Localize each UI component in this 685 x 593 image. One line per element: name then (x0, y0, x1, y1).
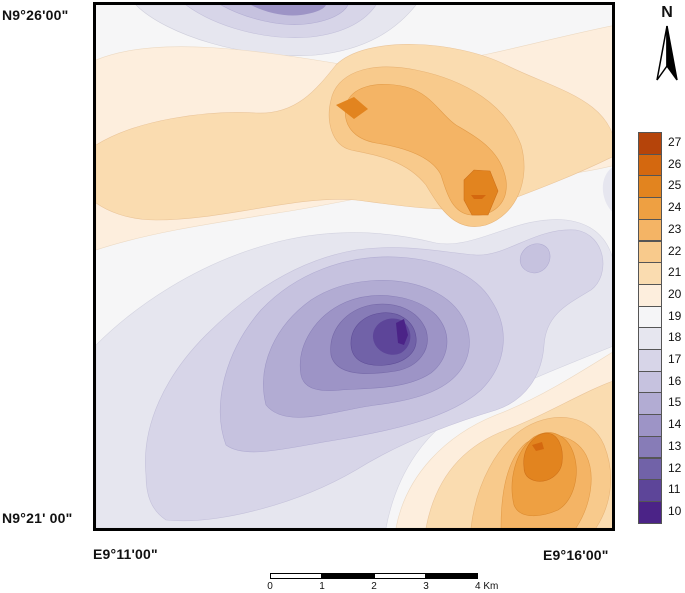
scale-label: 2 (371, 581, 377, 592)
contour-blob-16 (519, 243, 551, 274)
legend-item: 24 (638, 197, 685, 220)
legend-label: 25 (668, 178, 682, 193)
legend-item: 10 (638, 500, 685, 524)
contour-peak-a-24 (336, 97, 368, 119)
legend-swatch (638, 479, 662, 502)
legend-swatch (638, 414, 662, 437)
legend-swatch (638, 457, 662, 481)
legend-item: 23 (638, 218, 685, 242)
contour-lr-26 (532, 442, 544, 451)
legend-swatch (638, 500, 662, 524)
scale-segment (270, 573, 322, 579)
legend-swatch (638, 262, 662, 285)
lon-label-right: E9°16'00" (543, 547, 609, 563)
scale-label: 1 (319, 581, 325, 592)
lat-label-bottom: N9°21' 00" (2, 510, 73, 526)
legend-item: 21 (638, 262, 685, 285)
legend-swatch (638, 435, 662, 459)
scale-label: 4 Km (475, 581, 499, 592)
legend-item: 13 (638, 435, 685, 459)
contour-right-edge-18 (602, 167, 612, 212)
legend-swatch (638, 218, 662, 242)
legend-item: 19 (638, 305, 685, 329)
legend-label: 22 (668, 243, 682, 258)
legend-label: 19 (668, 308, 682, 323)
contour-map (93, 2, 615, 531)
scale-label: 3 (423, 581, 429, 592)
contour-peak-b-24 (463, 169, 499, 216)
legend-label: 26 (668, 156, 682, 171)
north-arrow-icon (656, 25, 678, 81)
contour-peak-b-25 (471, 195, 486, 199)
legend-label: 27 (668, 135, 682, 149)
contour-top-lobe-15 (251, 5, 326, 16)
legend-label: 20 (668, 286, 682, 301)
scale-segment (426, 573, 478, 579)
legend-label: 10 (668, 503, 682, 518)
legend-item: 12 (638, 457, 685, 481)
scale-segment (322, 573, 374, 579)
legend-item: 25 (638, 175, 685, 199)
legend-swatch (638, 392, 662, 416)
legend-item: 20 (638, 283, 685, 307)
scale-bar: 0 1 2 3 4 Km (267, 573, 528, 593)
scale-segment (374, 573, 426, 579)
contour-low-11 (396, 319, 408, 345)
contour-map-svg (96, 5, 612, 528)
legend-swatch (638, 175, 662, 199)
legend-label: 23 (668, 221, 682, 236)
legend-label: 11 (668, 482, 681, 497)
north-letter: N (661, 4, 673, 21)
legend-label: 18 (668, 330, 682, 345)
legend-swatch (638, 153, 662, 177)
legend-label: 13 (668, 438, 682, 453)
legend-item: 27 (638, 132, 685, 155)
legend-swatch (638, 370, 662, 394)
legend-label: 17 (668, 352, 682, 366)
legend-swatch (638, 240, 662, 264)
legend-label: 15 (668, 395, 682, 410)
legend-item: 18 (638, 327, 685, 350)
north-arrow: N (652, 4, 682, 84)
legend-item: 15 (638, 392, 685, 416)
legend-item: 22 (638, 240, 685, 264)
legend-label: 21 (668, 265, 682, 280)
legend-label: 14 (668, 417, 682, 432)
legend-item: 14 (638, 414, 685, 437)
legend-label: 24 (668, 200, 682, 215)
legend-label: 12 (668, 460, 682, 475)
legend-swatch (638, 283, 662, 307)
legend-item: 11 (638, 479, 685, 502)
lon-label-left: E9°11'00" (93, 546, 158, 562)
legend-item: 17 (638, 349, 685, 372)
legend-item: 16 (638, 370, 685, 394)
legend-swatch (638, 197, 662, 220)
legend-swatch (638, 132, 662, 155)
lat-label-top: N9°26'00" (2, 7, 69, 23)
legend-item: 26 (638, 153, 685, 177)
scale-label: 0 (267, 581, 273, 592)
legend-label: 16 (668, 373, 682, 388)
legend-swatch (638, 349, 662, 372)
legend-swatch (638, 305, 662, 329)
legend-swatch (638, 327, 662, 350)
